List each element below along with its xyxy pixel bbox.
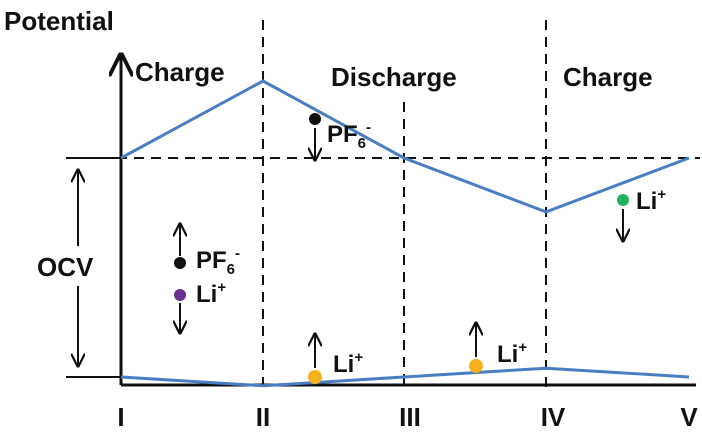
- pf6-left-ion-dot: [174, 257, 186, 269]
- phase-label-charge-1: Charge: [135, 57, 225, 87]
- li-green-label: Li+: [636, 186, 666, 215]
- phase-label-charge-2: Charge: [563, 62, 653, 92]
- li-ion-dot-orange-2: [469, 359, 483, 373]
- x-tick-label: IV: [541, 402, 566, 432]
- x-tick-label: V: [680, 402, 698, 432]
- pf6-upper-label: PF6-: [327, 119, 371, 152]
- li-purple-label: Li+: [196, 279, 226, 308]
- pf6-left-label: PF6-: [196, 245, 240, 278]
- ocv-label: OCV: [37, 252, 94, 282]
- li-ion-dot-green: [617, 194, 629, 206]
- phase-label-discharge: Discharge: [331, 62, 457, 92]
- li-lower-2-label: Li+: [497, 339, 527, 368]
- x-tick-label: III: [399, 402, 421, 432]
- x-tick-label: I: [117, 402, 124, 432]
- lower-potential-curve: [120, 366, 690, 388]
- li-ion-dot-purple: [174, 289, 186, 301]
- upper-potential-curve: [120, 79, 690, 214]
- li-lower-1-label: Li+: [333, 349, 363, 378]
- axis-title: Potential: [4, 6, 114, 36]
- x-tick-label: II: [256, 402, 270, 432]
- pf6-ion-dot: [309, 113, 321, 125]
- li-ion-dot-orange-1: [308, 370, 322, 384]
